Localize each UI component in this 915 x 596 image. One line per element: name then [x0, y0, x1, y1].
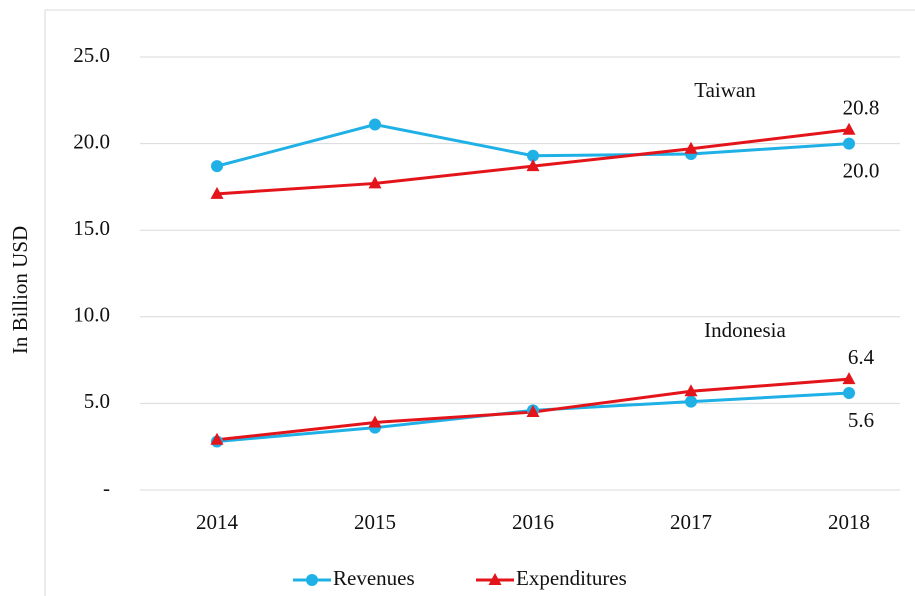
x-tick-label: 2014: [196, 510, 239, 534]
point: [211, 160, 223, 173]
point: [368, 415, 382, 428]
y-tick-label: -: [103, 476, 110, 500]
x-tick-label: 2017: [670, 510, 712, 534]
y-tick-label: 5.0: [84, 389, 110, 413]
x-tick-label: 2016: [512, 510, 554, 534]
point: [842, 372, 856, 385]
point: [685, 395, 697, 408]
legend-label: Expenditures: [516, 566, 627, 590]
point: [527, 149, 539, 162]
x-tick-label: 2018: [828, 510, 870, 534]
data-label: 5.6: [848, 408, 874, 432]
point: [369, 118, 381, 131]
point: [843, 387, 855, 400]
y-tick-label: 20.0: [73, 129, 110, 153]
group-label: Indonesia: [704, 318, 786, 342]
point: [210, 186, 224, 199]
y-tick-label: 15.0: [73, 216, 110, 240]
data-label: 20.0: [843, 158, 880, 182]
legend-label: Revenues: [333, 566, 415, 590]
legend-marker: [306, 574, 318, 586]
series-line: [216, 391, 850, 443]
x-tick-label: 2015: [354, 510, 396, 534]
point: [684, 141, 698, 154]
point: [684, 384, 698, 397]
group-label: Taiwan: [694, 78, 756, 102]
data-label: 20.8: [843, 96, 880, 120]
y-tick-label: 25.0: [73, 43, 110, 67]
point: [843, 137, 855, 150]
point: [526, 159, 540, 172]
point: [210, 432, 224, 445]
data-label: 6.4: [848, 345, 875, 369]
legend-marker: [488, 573, 502, 585]
point: [368, 176, 382, 189]
point: [526, 405, 540, 418]
point: [842, 122, 856, 135]
y-axis-label: In Billion USD: [8, 226, 32, 354]
y-tick-label: 10.0: [73, 303, 110, 327]
